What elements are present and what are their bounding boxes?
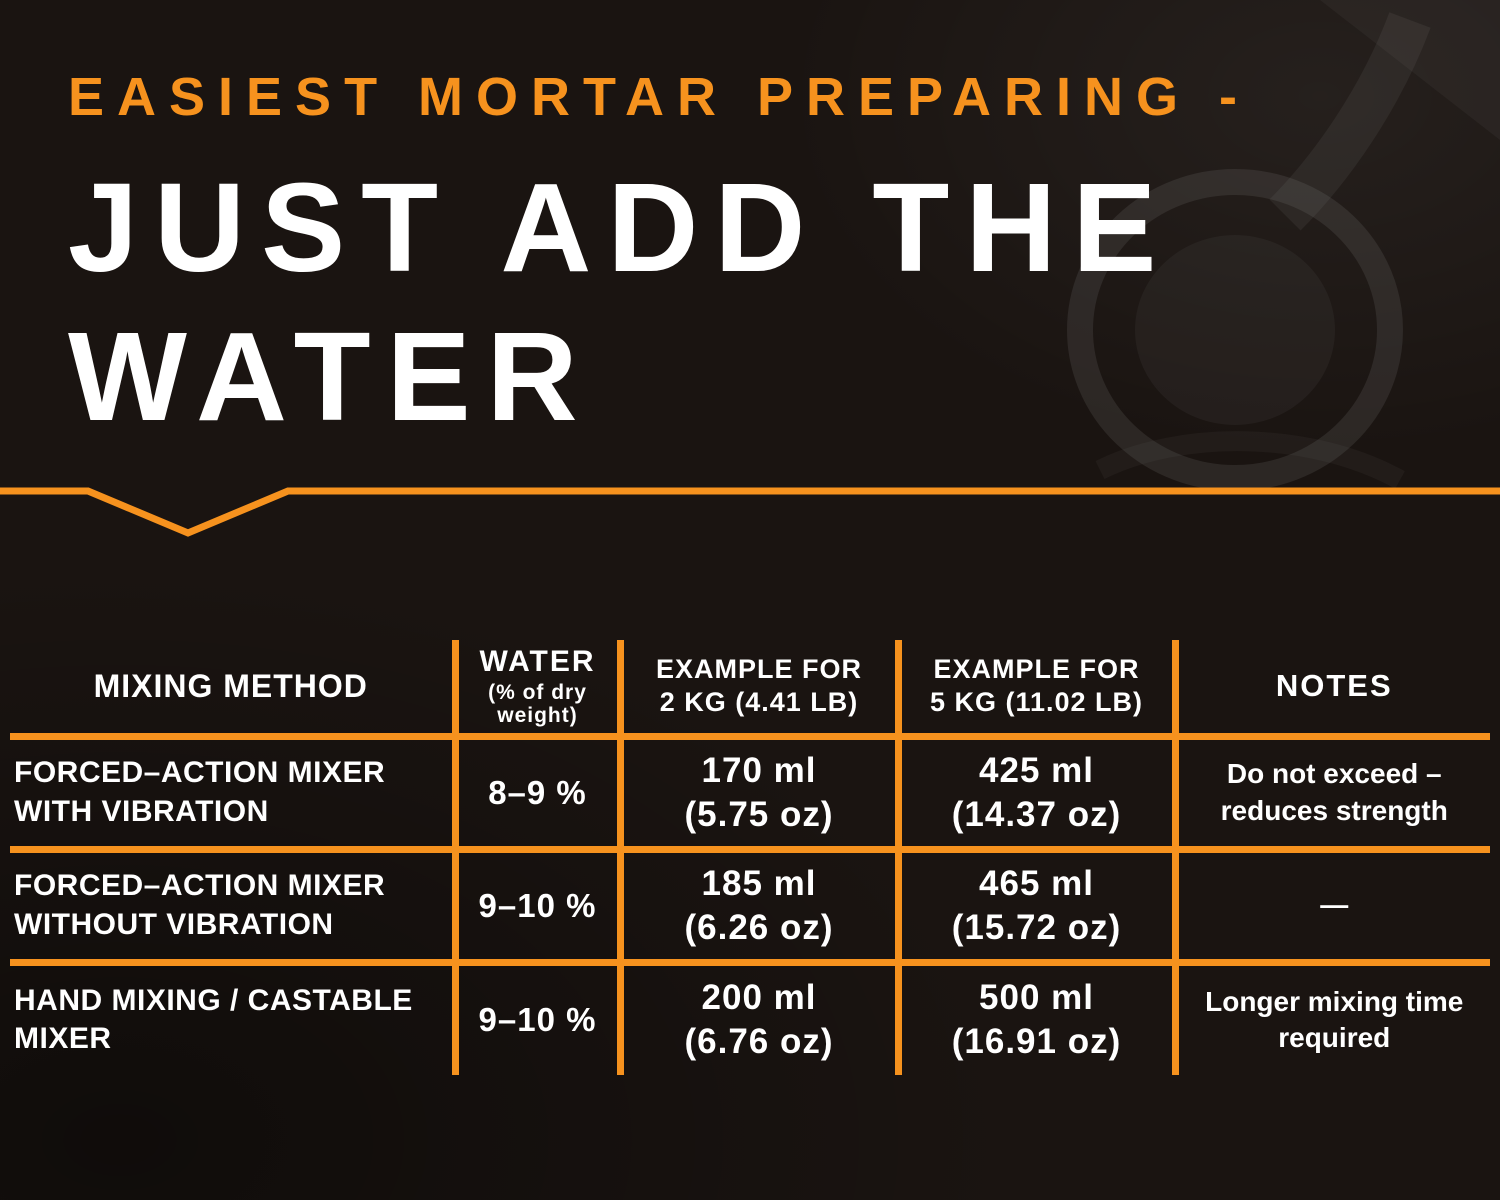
- page-title: JUST ADD THE WATER: [68, 154, 1468, 451]
- hero-header: EASIEST MORTAR PREPARING - JUST ADD THE …: [68, 66, 1468, 451]
- cell-example-2kg: 200 ml (6.76 oz): [616, 958, 902, 1075]
- table-row-forced-action-without-vibration: FORCED–ACTION MIXER WITHOUT VIBRATION 9–…: [10, 845, 1490, 966]
- table-header-row: MIXING METHOD WATER (% of dry weight) EX…: [10, 640, 1490, 740]
- cell-example-5kg: 500 ml (16.91 oz): [894, 958, 1179, 1075]
- cell-notes: —: [1171, 845, 1490, 966]
- cell-method: FORCED–ACTION MIXER WITH VIBRATION: [10, 732, 459, 853]
- cell-example-5kg: 465 ml (15.72 oz): [894, 845, 1179, 966]
- col-header-notes: NOTES: [1171, 640, 1490, 740]
- mixing-table-wrap: MIXING METHOD WATER (% of dry weight) EX…: [10, 640, 1490, 1075]
- col-header-mixing-method: MIXING METHOD: [10, 640, 459, 740]
- cell-example-2kg: 170 ml (5.75 oz): [616, 732, 902, 853]
- cell-notes: Longer mixing time required: [1171, 958, 1490, 1075]
- cell-example-5kg: 425 ml (14.37 oz): [894, 732, 1179, 853]
- eyebrow-text: EASIEST MORTAR PREPARING -: [68, 67, 1251, 127]
- col-header-water: WATER (% of dry weight): [451, 640, 624, 740]
- table-row-forced-action-with-vibration: FORCED–ACTION MIXER WITH VIBRATION 8–9 %…: [10, 732, 1490, 853]
- mixing-table: MIXING METHOD WATER (% of dry weight) EX…: [10, 640, 1490, 1075]
- page-title-line1: JUST ADD THE: [68, 157, 1173, 298]
- cell-water: 8–9 %: [451, 732, 624, 853]
- cell-water: 9–10 %: [451, 845, 624, 966]
- table-row-hand-mixing: HAND MIXING / CASTABLE MIXER 9–10 % 200 …: [10, 958, 1490, 1075]
- cell-notes: Do not exceed – reduces strength: [1171, 732, 1490, 853]
- col-header-example-2kg: EXAMPLE FOR 2 KG (4.41 LB): [616, 640, 902, 740]
- col-header-water-sub: (% of dry weight): [488, 681, 587, 728]
- cell-method: FORCED–ACTION MIXER WITHOUT VIBRATION: [10, 845, 459, 966]
- col-header-example-5kg: EXAMPLE FOR 5 KG (11.02 LB): [894, 640, 1179, 740]
- col-header-water-main: WATER: [479, 645, 596, 679]
- cell-water: 9–10 %: [451, 958, 624, 1075]
- cell-method: HAND MIXING / CASTABLE MIXER: [10, 958, 459, 1075]
- cell-example-2kg: 185 ml (6.26 oz): [616, 845, 902, 966]
- divider-with-notch: [0, 487, 1500, 537]
- page-title-line2: WATER: [68, 305, 594, 447]
